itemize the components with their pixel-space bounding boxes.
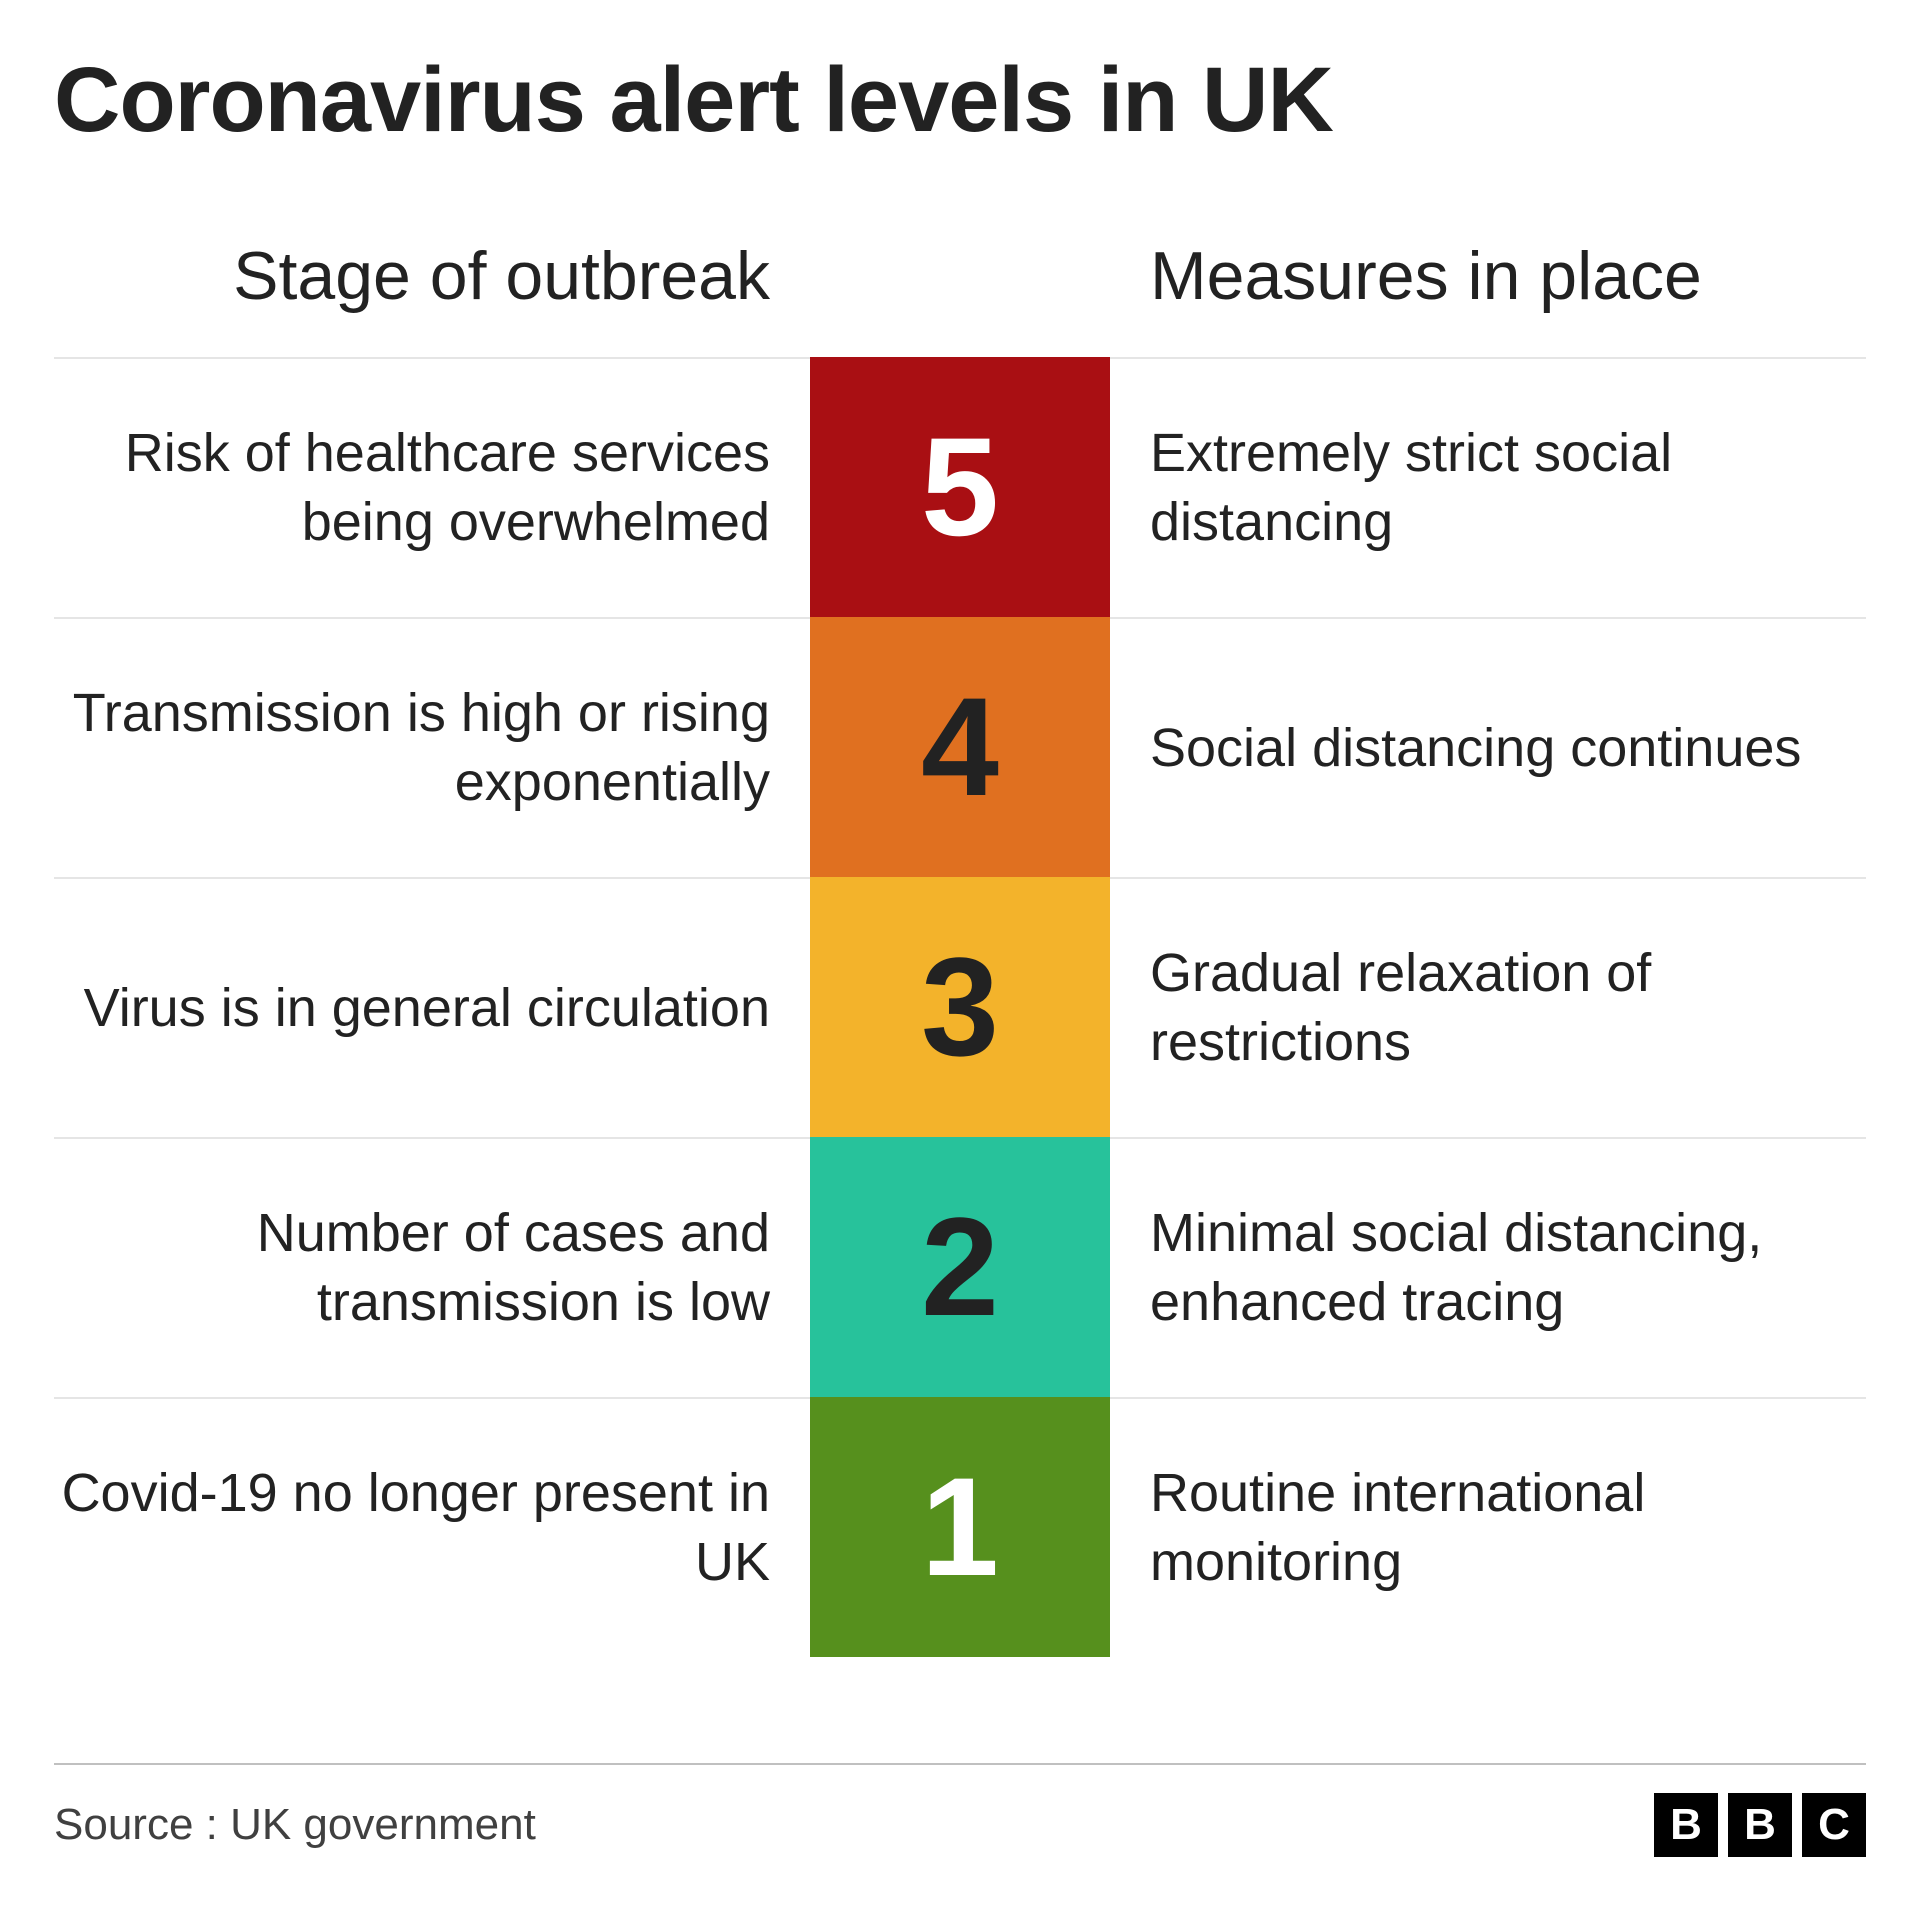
level-badge: 4 [810, 617, 1110, 877]
stage-text: Number of cases and transmission is low [54, 1137, 810, 1397]
measures-text: Minimal social distancing, enhanced trac… [1110, 1137, 1866, 1397]
bbc-logo-letter: B [1728, 1793, 1792, 1857]
level-badge: 5 [810, 357, 1110, 617]
measures-text: Gradual relaxation of restrictions [1110, 877, 1866, 1137]
chart-footer: Source : UK government B B C [54, 1763, 1866, 1857]
measures-text: Social distancing continues [1110, 617, 1866, 877]
level-badge: 3 [810, 877, 1110, 1137]
measures-text: Extremely strict social distancing [1110, 357, 1866, 617]
bbc-logo-letter: C [1802, 1793, 1866, 1857]
source-text: Source : UK government [54, 1800, 536, 1850]
stage-text: Virus is in general circulation [54, 877, 810, 1137]
stage-text: Transmission is high or rising exponenti… [54, 617, 810, 877]
column-header-spacer [810, 239, 1110, 358]
column-header-stage: Stage of outbreak [54, 239, 810, 358]
bbc-logo: B B C [1654, 1793, 1866, 1857]
stage-text: Covid-19 no longer present in UK [54, 1397, 810, 1657]
alert-levels-grid: Stage of outbreak Measures in place Risk… [54, 239, 1866, 1658]
level-badge: 1 [810, 1397, 1110, 1657]
chart-title: Coronavirus alert levels in UK [54, 52, 1866, 149]
column-header-measures: Measures in place [1110, 239, 1866, 358]
level-badge: 2 [810, 1137, 1110, 1397]
stage-text: Risk of healthcare services being overwh… [54, 357, 810, 617]
measures-text: Routine international monitoring [1110, 1397, 1866, 1657]
bbc-logo-letter: B [1654, 1793, 1718, 1857]
